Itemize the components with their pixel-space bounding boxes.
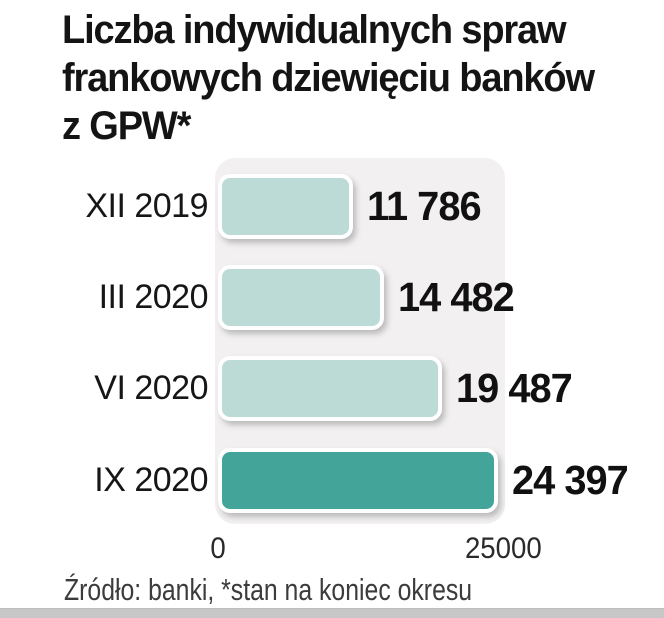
x-axis-tick-max: 25000 xyxy=(464,532,542,565)
bar-group: 19 487 xyxy=(218,355,575,421)
bar-iii-2020 xyxy=(218,264,384,330)
value-label: 14 482 xyxy=(398,273,515,320)
chart-row: IX 2020 24 397 xyxy=(0,447,664,513)
bottom-divider xyxy=(0,608,664,618)
x-axis-tick-zero: 0 xyxy=(210,532,226,565)
chart-title-line-2: frankowych dziewięciu banków xyxy=(62,56,595,100)
value-label: 11 786 xyxy=(367,182,482,229)
chart-title-line-1: Liczba indywidualnych spraw xyxy=(62,8,567,52)
bar-xii-2019 xyxy=(218,173,353,239)
chart-title: Liczba indywidualnych spraw frankowych d… xyxy=(62,6,632,150)
value-label: 19 487 xyxy=(456,364,573,411)
bar-ix-2020 xyxy=(218,447,498,513)
chart-title-line-3: z GPW* xyxy=(62,104,191,148)
category-label: VI 2020 xyxy=(94,368,208,407)
category-label: IX 2020 xyxy=(94,460,208,499)
chart-row: XII 2019 11 786 xyxy=(0,173,664,239)
bar-group: 14 482 xyxy=(218,264,517,330)
bar-group: 24 397 xyxy=(218,447,631,513)
bar-group: 11 786 xyxy=(218,173,484,239)
value-label: 24 397 xyxy=(512,456,629,503)
category-label: III 2020 xyxy=(98,277,209,316)
chart-row: III 2020 14 482 xyxy=(0,264,664,330)
chart-row: VI 2020 19 487 xyxy=(0,355,664,421)
category-label: XII 2019 xyxy=(85,186,208,225)
bar-vi-2020 xyxy=(218,355,442,421)
x-axis: 0 25000 xyxy=(210,532,541,565)
source-note: Źródło: banki, *stan na koniec okresu xyxy=(64,572,473,607)
